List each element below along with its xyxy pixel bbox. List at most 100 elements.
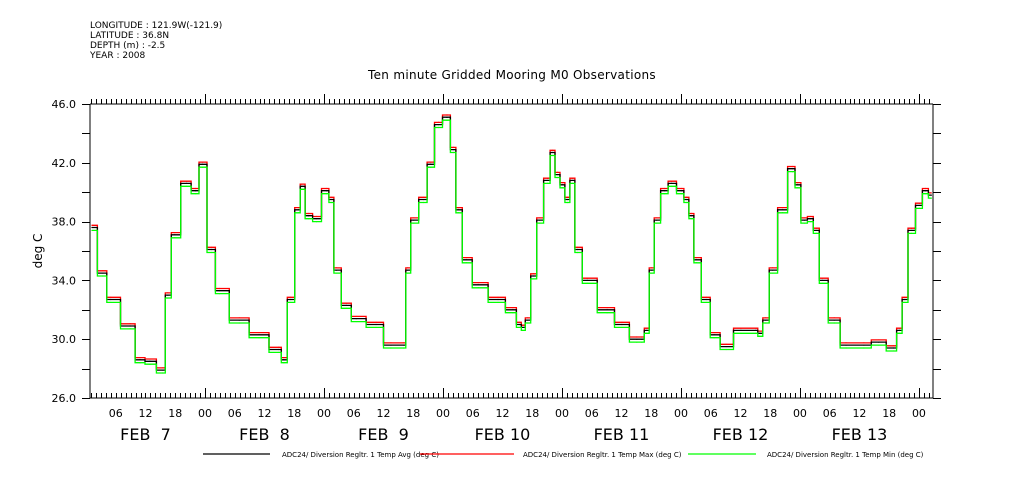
data-point-max — [690, 212, 692, 215]
data-point-max — [755, 327, 757, 329]
data-point-avg — [403, 344, 405, 346]
data-point-max — [210, 246, 213, 248]
data-point-min — [878, 344, 880, 346]
x-hour-label: 12 — [495, 407, 509, 420]
data-point-min — [636, 341, 638, 343]
data-point-min — [437, 126, 440, 129]
data-point-avg — [821, 279, 823, 281]
x-hour-label: 18 — [763, 407, 777, 420]
data-point-avg — [815, 229, 817, 232]
data-point-max — [283, 356, 285, 359]
x-day-label: FEB 12 — [713, 425, 769, 444]
x-day-label: FEB 7 — [120, 425, 171, 444]
data-point-avg — [91, 226, 93, 229]
data-point-max — [910, 227, 913, 229]
data-point-max — [918, 202, 921, 204]
data-point-min — [740, 332, 742, 334]
x-hour-label: 00 — [793, 407, 807, 420]
data-point-avg — [457, 209, 459, 211]
data-point-max — [512, 306, 514, 309]
data-point-avg — [290, 298, 292, 301]
x-hour-label: 06 — [823, 407, 837, 420]
data-point-max — [781, 207, 784, 209]
data-point-max — [566, 196, 569, 198]
x-hour-label: 00 — [317, 407, 331, 420]
data-point-avg — [201, 163, 204, 165]
data-point-max — [586, 277, 588, 279]
x-hour-label: 12 — [852, 407, 866, 420]
data-point-avg — [930, 194, 932, 196]
data-point-max — [110, 296, 112, 298]
x-hour-label: 06 — [585, 407, 599, 420]
x-hour-label: 12 — [376, 407, 390, 420]
data-point-max — [315, 215, 318, 218]
data-point-max — [759, 330, 761, 332]
data-point-max — [330, 196, 333, 198]
data-point-min — [301, 188, 303, 190]
data-point-avg — [641, 338, 643, 340]
data-point-min — [551, 154, 554, 157]
data-point-avg — [194, 190, 197, 192]
data-point-avg — [325, 190, 328, 192]
data-point-max — [423, 196, 425, 198]
data-point-min — [821, 282, 823, 284]
data-point-min — [315, 221, 318, 223]
data-point-min — [162, 372, 164, 374]
data-point-max — [527, 317, 529, 319]
data-point-avg — [301, 185, 303, 187]
data-point-max — [791, 165, 794, 168]
data-point-avg — [561, 184, 564, 186]
data-point-avg — [162, 369, 164, 371]
data-point-avg — [796, 184, 799, 186]
chart-title: Ten minute Gridded Mooring M0 Observatio… — [368, 68, 656, 82]
data-point-avg — [910, 229, 913, 232]
data-point-avg — [670, 182, 673, 184]
data-point-max — [139, 356, 141, 359]
data-point-min — [446, 119, 449, 121]
data-point-avg — [102, 272, 104, 274]
data-point-avg — [407, 269, 409, 271]
data-point-min — [576, 251, 578, 254]
data-point-min — [586, 282, 588, 284]
data-point-avg — [139, 359, 141, 361]
meta-longitude: LONGITUDE : 121.9W(-121.9) — [90, 21, 223, 31]
data-point-avg — [355, 318, 357, 320]
data-point-max — [809, 215, 811, 218]
data-point-max — [556, 171, 559, 173]
y-axis-label: deg C — [31, 234, 45, 269]
data-point-min — [899, 332, 901, 334]
data-point-avg — [522, 326, 524, 329]
data-point-avg — [186, 182, 188, 184]
metadata-block: LONGITUDE : 121.9W(-121.9) LATITUDE : 36… — [90, 21, 222, 61]
data-point-avg — [765, 319, 767, 321]
data-point-avg — [656, 219, 658, 221]
data-point-min — [335, 272, 337, 274]
legend: ADC24/ Diversion Regltr. 1 Temp Avg (deg… — [203, 451, 924, 459]
data-point-min — [556, 176, 559, 179]
data-point-min — [765, 322, 767, 324]
data-point-min — [527, 322, 529, 324]
x-hour-label: 00 — [674, 407, 688, 420]
data-point-min — [903, 301, 906, 304]
data-point-min — [149, 363, 151, 365]
legend-label-max: ADC24/ Diversion Regltr. 1 Temp Max (deg… — [523, 451, 682, 459]
data-point-avg — [429, 163, 432, 165]
data-point-avg — [772, 269, 774, 271]
data-point-avg — [759, 332, 761, 334]
data-point-min — [791, 171, 794, 173]
data-point-avg — [621, 323, 623, 326]
data-point-min — [452, 151, 454, 154]
data-point-max — [833, 317, 835, 319]
data-point-min — [803, 222, 806, 224]
data-point-max — [606, 306, 608, 309]
data-point-min — [512, 312, 514, 314]
data-point-min — [606, 312, 608, 314]
data-point-avg — [497, 298, 499, 301]
data-point-max — [680, 187, 683, 190]
data-point-avg — [330, 198, 333, 201]
data-point-avg — [477, 284, 479, 286]
data-point-max — [149, 358, 151, 360]
data-point-max — [670, 180, 673, 182]
data-point-min — [91, 229, 93, 232]
